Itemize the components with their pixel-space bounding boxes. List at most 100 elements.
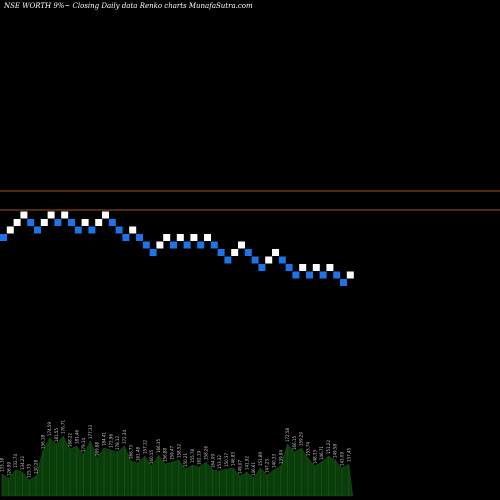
- volume-value-label: 172.96: [108, 434, 113, 448]
- volume-value-label: 149.07: [238, 460, 243, 474]
- volume-value-label: 172.58: [285, 428, 290, 442]
- renko-brick-up: [129, 226, 137, 234]
- volume-value-label: 149.58: [333, 444, 338, 458]
- volume-value-label: 168.22: [68, 433, 73, 447]
- volume-value-label: 161.48: [136, 447, 141, 461]
- volume-value-label: 134.22: [20, 456, 25, 470]
- renko-brick-up: [156, 241, 164, 249]
- renko-brick-down: [217, 249, 225, 256]
- renko-brick-up: [238, 241, 245, 249]
- volume-value-label: 133.18: [0, 458, 5, 472]
- volume-value-label: 140.33: [272, 454, 277, 468]
- renko-brick-down: [108, 219, 116, 226]
- renko-brick-up: [346, 271, 354, 279]
- renko-brick-down: [197, 241, 205, 249]
- volume-value-label: 156.88: [163, 448, 168, 462]
- renko-brick-down: [88, 226, 96, 234]
- renko-brick-down: [27, 219, 35, 226]
- renko-brick-down: [333, 271, 341, 279]
- renko-brick-up: [95, 219, 103, 226]
- renko-brick-down: [74, 226, 82, 234]
- renko-brick-up: [81, 219, 89, 226]
- volume-value-label: 162.19: [197, 451, 202, 465]
- renko-brick-up: [204, 234, 211, 241]
- renko-brick-up: [265, 256, 273, 264]
- volume-value-label: 146.61: [251, 462, 256, 476]
- renko-brick-up: [312, 264, 320, 271]
- volume-value-label: 176.71: [61, 420, 66, 434]
- volume-value-label: 166.15: [292, 436, 297, 450]
- volume-value-label: 148.33: [312, 450, 317, 464]
- renko-brick-down: [278, 256, 286, 264]
- renko-brick-down: [306, 271, 313, 279]
- volume-value-label: 159.20: [299, 432, 304, 446]
- renko-brick-down: [292, 271, 300, 279]
- renko-brick-down: [170, 241, 177, 249]
- volume-value-label: 151.89: [258, 452, 263, 466]
- renko-brick-up: [20, 211, 28, 219]
- renko-brick-down: [251, 256, 259, 264]
- volume-value-label: 181.55: [54, 428, 59, 442]
- renko-brick-up: [190, 234, 198, 241]
- renko-brick-down: [224, 256, 232, 264]
- renko-brick-up: [61, 211, 69, 219]
- volume-value-label: 160.15: [149, 450, 154, 464]
- renko-brick-up: [299, 264, 307, 271]
- renko-brick-up: [47, 211, 55, 219]
- volume-value-label: 155.78: [190, 449, 195, 463]
- renko-brick-down: [115, 226, 123, 234]
- renko-brick-down: [258, 264, 266, 271]
- volume-value-label: 166.35: [156, 439, 161, 453]
- volume-value-label: 136.18: [40, 435, 45, 449]
- renko-brick-down: [340, 279, 347, 286]
- volume-area: [1, 435, 354, 497]
- renko-brick-up: [40, 219, 48, 226]
- renko-brick-down: [54, 219, 62, 226]
- volume-value-label: 159.47: [170, 446, 175, 460]
- renko-brick-down: [244, 249, 252, 256]
- renko-brick-down: [149, 249, 157, 256]
- volume-value-label: 178.12: [115, 436, 120, 450]
- volume-value-label: 169.88: [95, 442, 100, 456]
- renko-brick-up: [102, 211, 109, 219]
- renko-brick-up: [326, 264, 334, 271]
- volume-value-label: 184.41: [102, 432, 107, 446]
- volume-value-label: 137.45: [346, 448, 351, 462]
- renko-brick-down: [0, 234, 7, 241]
- volume-value-label: 181.46: [74, 430, 79, 444]
- volume-value-label: 146.83: [231, 452, 236, 466]
- volume-value-label: 146.71: [319, 446, 324, 460]
- renko-brick-down: [183, 241, 191, 249]
- volume-value-label: 158.52: [176, 444, 181, 458]
- volume-value-label: 164.09: [210, 454, 215, 468]
- renko-brick-down: [285, 264, 293, 271]
- volume-value-label: 155.74: [306, 442, 311, 456]
- volume-value-label: 172.34: [122, 430, 127, 444]
- renko-brick-down: [319, 271, 327, 279]
- renko-brick-down: [34, 226, 41, 234]
- volume-value-label: 177.33: [88, 425, 93, 439]
- volume-value-label: 158.26: [204, 446, 209, 460]
- volume-value-label: 147.25: [265, 459, 270, 473]
- volume-value-label: 150.37: [224, 453, 229, 467]
- renko-brick-down: [142, 241, 150, 249]
- volume-value-label: 151.22: [326, 440, 331, 454]
- renko-brick-up: [13, 219, 21, 226]
- volume-value-label: 174.59: [47, 422, 52, 436]
- renko-brick-up: [272, 249, 279, 256]
- chart-title: NSE WORTH 9%~ Closing Daily data Renko c…: [3, 2, 253, 10]
- renko-brick-up: [6, 226, 14, 234]
- volume-value-label: 125.73: [27, 464, 32, 478]
- volume-value-label: 141.92: [244, 456, 249, 470]
- volume-value-label: 126.99: [6, 462, 11, 476]
- volume-value-label: 157.12: [142, 440, 147, 454]
- renko-brick-down: [210, 241, 218, 249]
- volume-value-label: 179.14: [81, 438, 86, 452]
- renko-brick-down: [136, 234, 143, 241]
- volume-value-label: 132.74: [13, 454, 18, 468]
- renko-brick-up: [176, 234, 184, 241]
- renko-bricks: [0, 211, 354, 286]
- volume-value-label: 153.32: [217, 455, 222, 469]
